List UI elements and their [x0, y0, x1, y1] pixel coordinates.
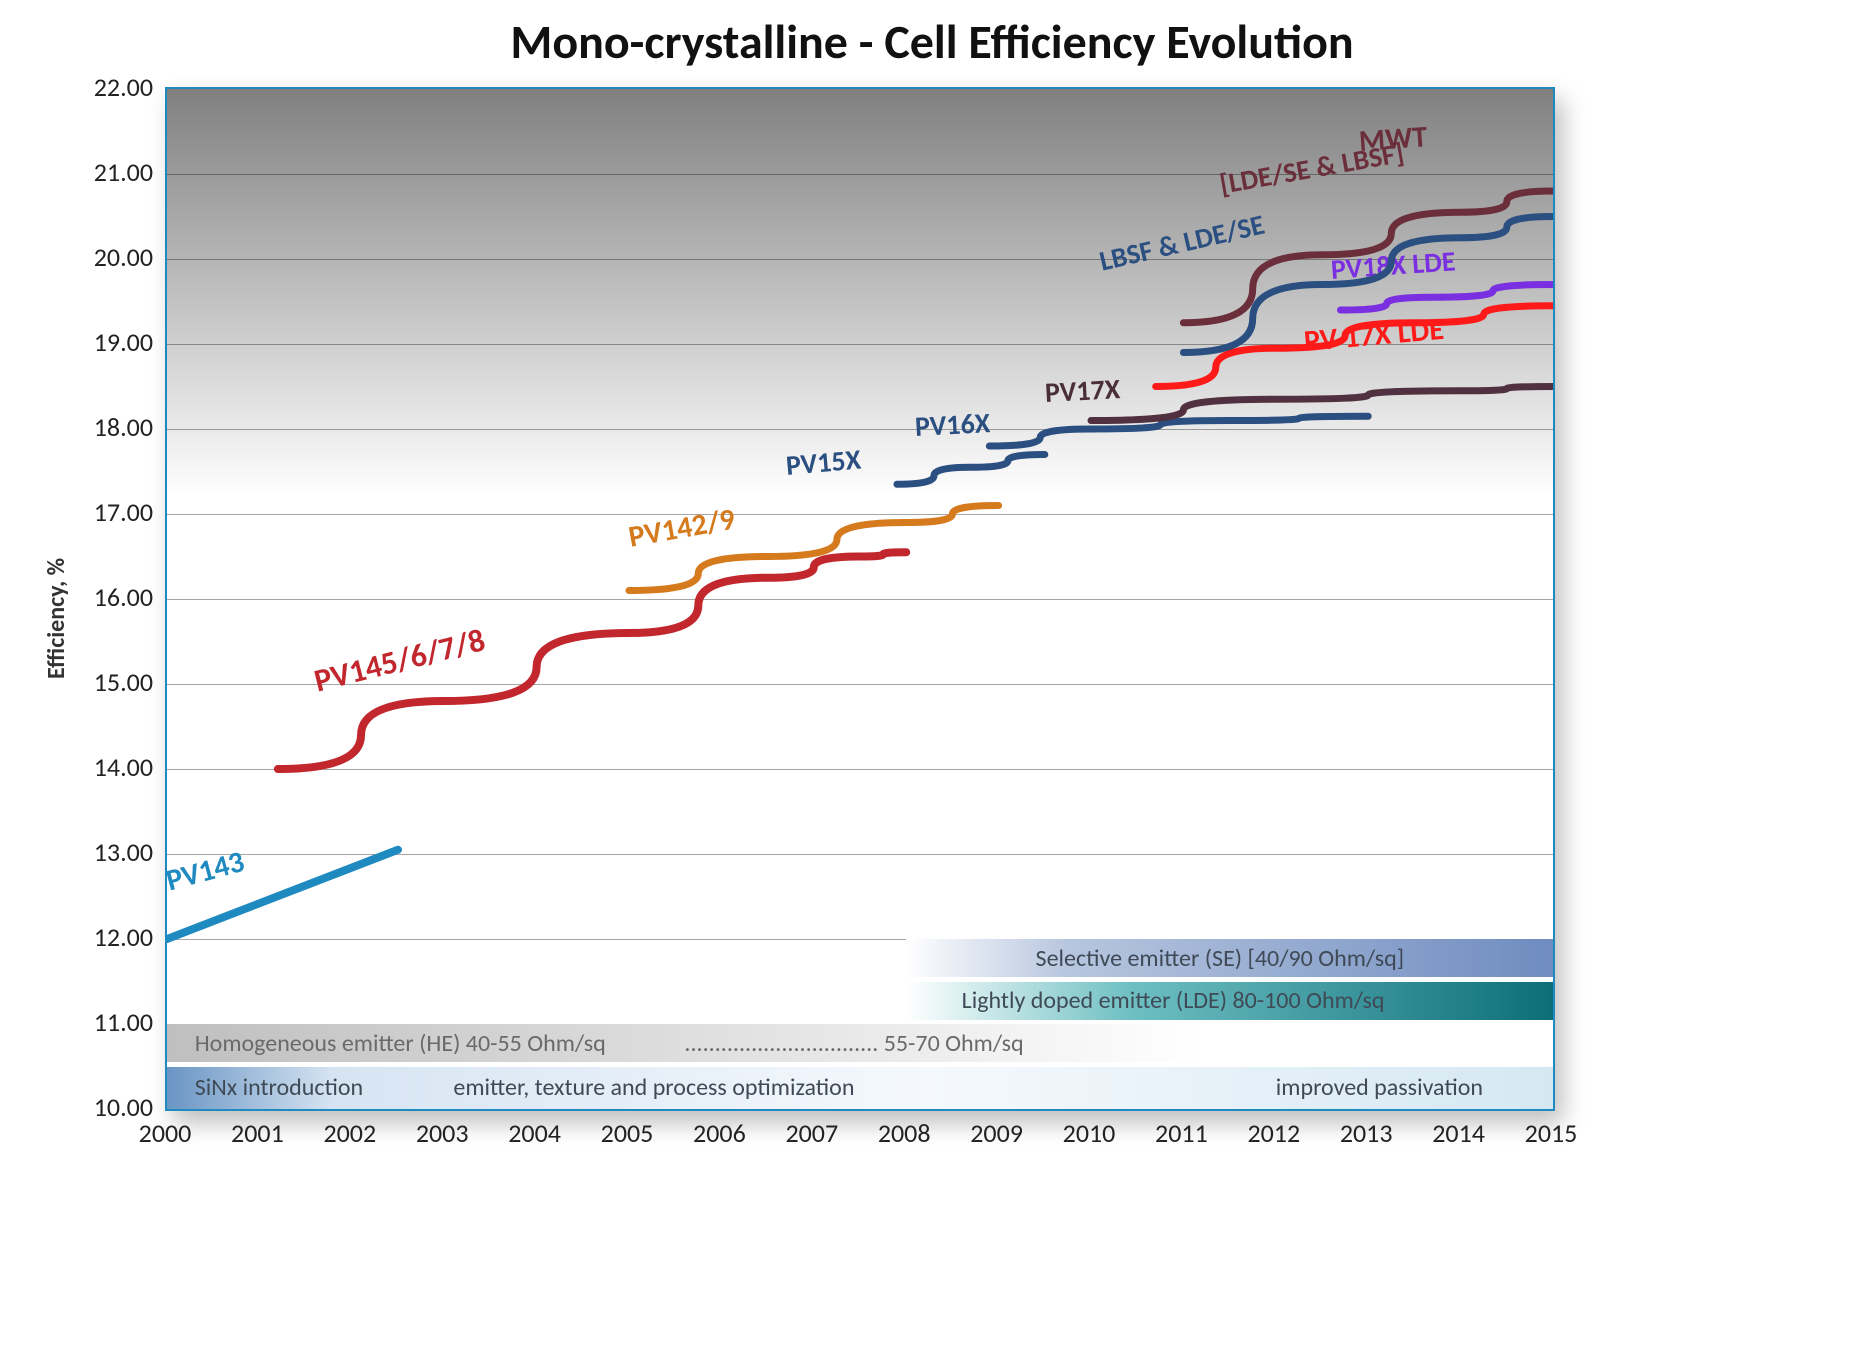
y-axis-label: Efficiency, % [42, 557, 71, 678]
y-tick: 13.00 [0, 836, 153, 868]
y-tick: 20.00 [0, 241, 153, 273]
x-tick: 2004 [490, 1117, 580, 1149]
x-tick: 2012 [1229, 1117, 1319, 1149]
y-tick: 22.00 [0, 71, 153, 103]
x-tick: 2015 [1506, 1117, 1596, 1149]
x-tick: 2011 [1136, 1117, 1226, 1149]
y-tick: 15.00 [0, 666, 153, 698]
x-tick: 2010 [1044, 1117, 1134, 1149]
y-tick: 16.00 [0, 581, 153, 613]
x-tick: 2008 [859, 1117, 949, 1149]
y-tick: 12.00 [0, 921, 153, 953]
x-tick: 2007 [767, 1117, 857, 1149]
plot-area: SiNx introductionemitter, texture and pr… [165, 87, 1555, 1111]
y-tick: 19.00 [0, 326, 153, 358]
x-tick: 2003 [397, 1117, 487, 1149]
x-tick: 2006 [674, 1117, 764, 1149]
chart-root: Mono-crystalline - Cell Efficiency Evolu… [0, 0, 1864, 1360]
chart-title: Mono-crystalline - Cell Efficiency Evolu… [0, 12, 1864, 71]
x-tick: 2014 [1414, 1117, 1504, 1149]
y-tick: 18.00 [0, 411, 153, 443]
y-tick: 21.00 [0, 156, 153, 188]
y-tick: 11.00 [0, 1006, 153, 1038]
x-tick: 2005 [582, 1117, 672, 1149]
x-tick: 2002 [305, 1117, 395, 1149]
x-tick: 2009 [952, 1117, 1042, 1149]
x-tick: 2013 [1321, 1117, 1411, 1149]
series-mwt [167, 89, 1553, 1109]
x-tick: 2001 [212, 1117, 302, 1149]
y-tick: 14.00 [0, 751, 153, 783]
x-tick: 2000 [120, 1117, 210, 1149]
y-tick: 17.00 [0, 496, 153, 528]
